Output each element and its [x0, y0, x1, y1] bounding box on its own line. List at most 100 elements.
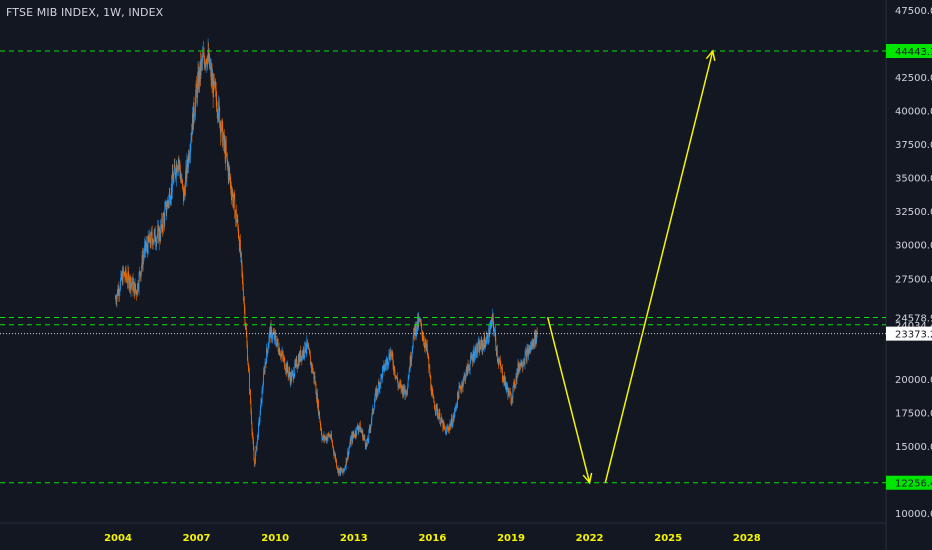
candle-body	[264, 362, 266, 372]
candle-body	[302, 349, 304, 356]
candle-body	[203, 52, 205, 60]
candle-body	[417, 317, 419, 329]
candle-body	[254, 463, 256, 465]
candle-body	[199, 70, 200, 82]
candle-body	[201, 59, 202, 61]
candle-body	[403, 386, 404, 396]
candle-body	[443, 426, 445, 428]
candle-body	[245, 326, 247, 329]
candle-body	[486, 336, 488, 343]
candle-body	[402, 386, 404, 395]
candle-body	[450, 423, 451, 427]
candle-body	[182, 187, 184, 202]
candle-body	[335, 454, 336, 461]
candle-body	[395, 375, 396, 378]
candle-body	[527, 348, 528, 350]
candle-body	[434, 408, 436, 412]
candle-body	[315, 383, 317, 395]
candle-body	[294, 362, 296, 365]
candle-body	[306, 339, 308, 349]
candle-body	[409, 356, 411, 371]
candle-body	[419, 317, 421, 322]
candle-body	[313, 376, 315, 380]
candle-body	[438, 416, 440, 420]
candle-body	[530, 344, 532, 348]
candle-body	[164, 209, 166, 224]
candle-body	[435, 404, 437, 412]
candle-body	[459, 386, 460, 388]
candle-body	[225, 145, 227, 161]
candle-body	[194, 115, 195, 118]
candle-body	[449, 426, 450, 431]
candle-body	[424, 344, 426, 348]
candle-body	[252, 436, 254, 441]
candle-body	[450, 423, 452, 427]
candle-body	[204, 59, 205, 68]
candle-body	[350, 439, 352, 445]
y-tick-label: 32500.00	[895, 207, 932, 218]
candle-body	[116, 295, 118, 302]
candle-body	[269, 330, 270, 336]
candle-body	[534, 333, 536, 345]
candle-body	[441, 421, 443, 423]
candle-body	[374, 398, 376, 403]
candle-body	[344, 468, 346, 470]
candle-body	[144, 245, 146, 254]
candle-body	[496, 349, 498, 359]
candle-body	[497, 358, 499, 362]
candle-body	[366, 438, 368, 446]
candle-body	[262, 385, 264, 390]
candle-body	[209, 54, 210, 69]
candle-body	[523, 361, 525, 364]
candle-body	[195, 97, 196, 113]
candle-body	[318, 400, 319, 415]
candle-body	[467, 364, 469, 369]
candle-body	[491, 314, 493, 325]
candle-body	[244, 307, 246, 323]
candle-body	[324, 435, 325, 440]
candle-body	[191, 132, 193, 135]
candle-body	[464, 375, 466, 382]
candle-body	[312, 372, 314, 373]
candle-body	[254, 460, 255, 465]
candle-body	[153, 232, 155, 241]
candle-body	[509, 392, 511, 395]
candle-body	[203, 52, 204, 57]
candle-body	[284, 368, 286, 370]
candle-body	[150, 243, 152, 246]
candle-body	[298, 354, 300, 365]
candle-body	[378, 382, 380, 384]
candle-body	[324, 437, 326, 440]
candle-body	[347, 451, 349, 457]
candle-body	[385, 364, 387, 366]
candle-body	[501, 367, 503, 369]
candle-body	[507, 388, 509, 397]
candle-body	[365, 445, 367, 448]
candle-body	[177, 160, 179, 168]
level-label: 44443.17	[895, 47, 932, 58]
arrow-head	[582, 472, 593, 485]
candle-body	[393, 365, 394, 371]
candle-body	[363, 436, 365, 438]
candle-body	[266, 348, 267, 364]
candle-body	[515, 384, 516, 387]
candle-body	[503, 376, 505, 385]
candle-body	[120, 280, 121, 290]
candle-body	[150, 232, 152, 246]
candle-body	[258, 419, 260, 424]
candle-body	[514, 380, 515, 388]
candle-body	[249, 390, 251, 392]
candle-body	[455, 407, 456, 409]
candle-body	[503, 376, 505, 382]
candle-body	[482, 343, 484, 346]
candle-body	[327, 433, 329, 438]
candle-body	[436, 407, 438, 416]
candle-body	[238, 235, 240, 240]
candle-body	[440, 417, 442, 420]
candle-body	[296, 359, 298, 368]
candle-body	[376, 388, 378, 398]
candle-body	[333, 447, 334, 452]
candle-body	[387, 364, 389, 366]
candle-body	[390, 350, 392, 357]
